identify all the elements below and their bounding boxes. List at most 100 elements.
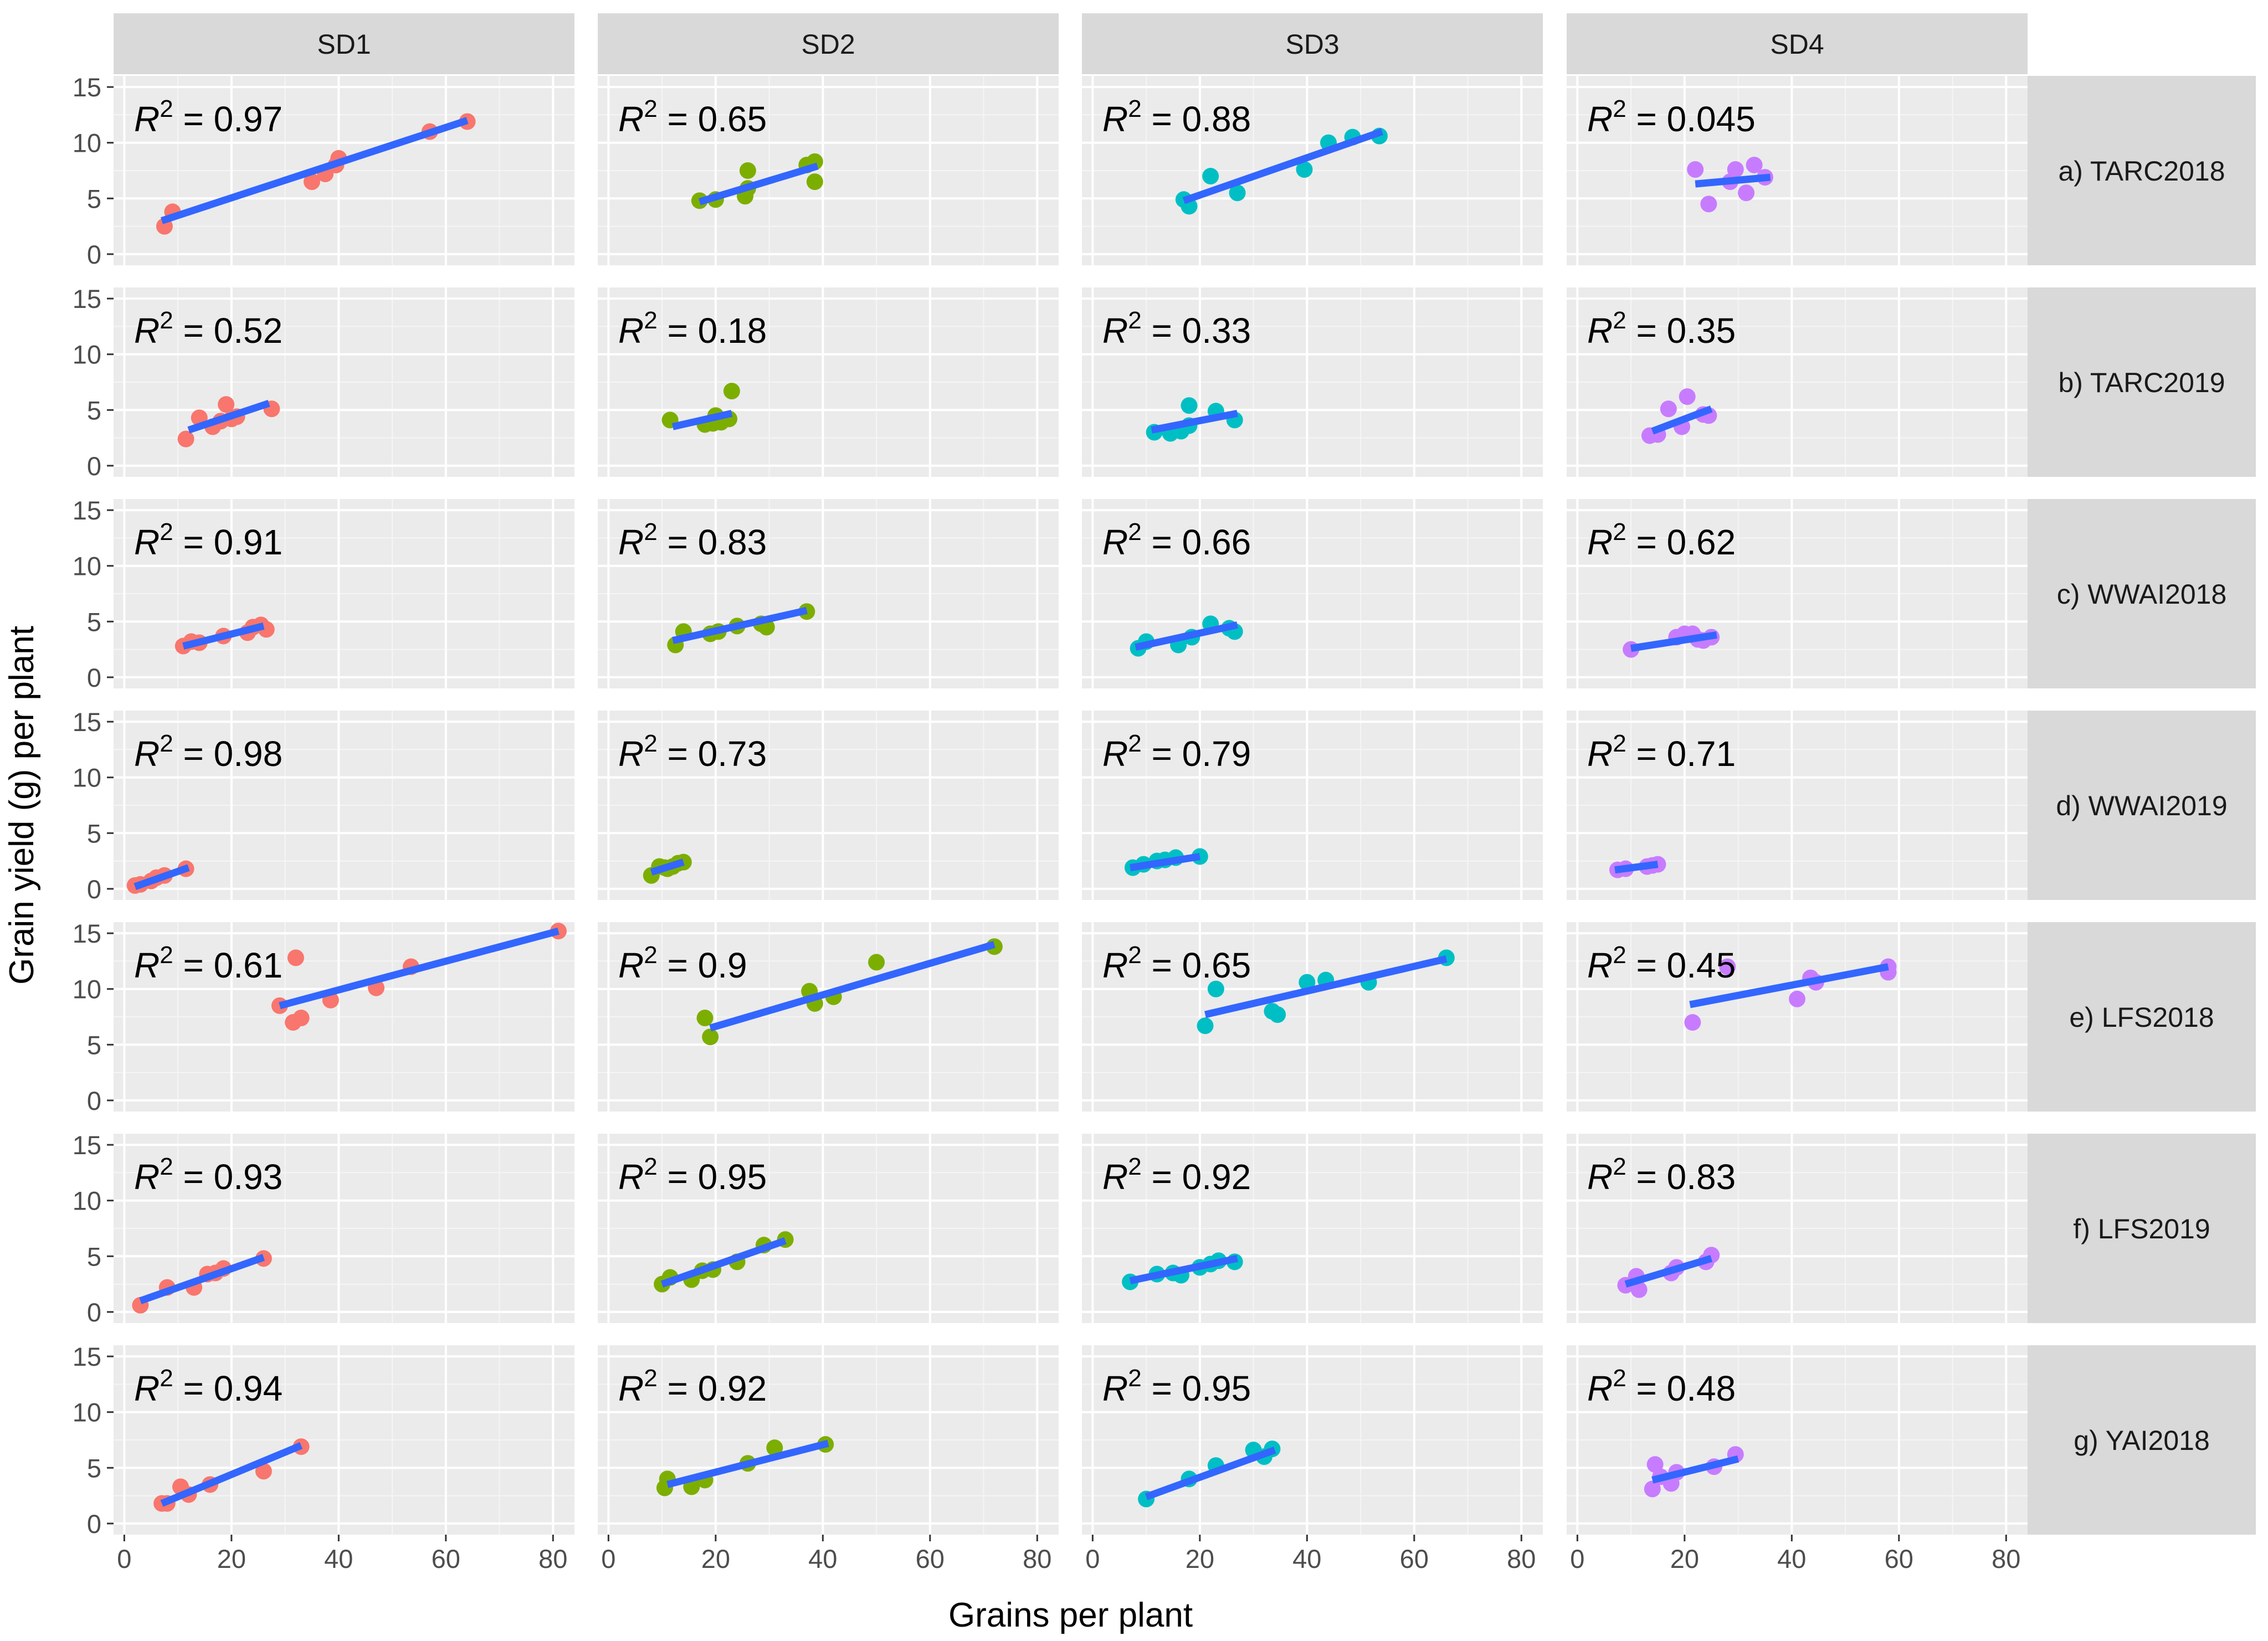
y-tick-label: 10	[73, 1186, 101, 1216]
data-point	[696, 1010, 714, 1027]
facet-panel: R2 = 0.95	[1082, 1345, 1543, 1535]
regression-line	[1182, 128, 1383, 204]
r-squared-label: R2 = 0.95	[1102, 1365, 1251, 1408]
facet-panel: R2 = 0.92	[598, 1345, 1059, 1535]
y-tick-label: 10	[73, 128, 101, 158]
regression-line	[709, 940, 996, 1032]
x-tick-label: 40	[1777, 1544, 1806, 1573]
facet-panel: R2 = 0.66	[1082, 499, 1543, 688]
data-point	[1644, 1480, 1661, 1498]
y-tick-label: 5	[87, 184, 101, 213]
facet-panel: R2 = 0.62	[1567, 499, 2028, 688]
regression-line	[672, 409, 733, 430]
x-tick-label: 0	[1085, 1544, 1100, 1573]
facet-panel: R2 = 0.79	[1082, 711, 1543, 900]
data-point	[1700, 196, 1717, 213]
x-tick-label: 40	[324, 1544, 353, 1573]
row-strip-label: a) TARC2018	[2058, 156, 2225, 187]
r-squared-label: R2 = 0.45	[1587, 942, 1736, 985]
regression-line	[161, 117, 469, 224]
row-strip	[2028, 499, 2256, 688]
x-tick-label: 80	[538, 1544, 567, 1573]
data-point	[868, 954, 885, 971]
r-squared-label: R2 = 0.65	[618, 95, 767, 139]
r-squared-label: R2 = 0.95	[618, 1153, 767, 1197]
row-strip-label: d) WWAI2019	[2056, 790, 2227, 821]
y-tick-label: 0	[87, 1509, 101, 1539]
r-squared-label: R2 = 0.97	[134, 95, 283, 139]
facet-panel: R2 = 0.97	[114, 76, 574, 265]
column-strip	[114, 13, 574, 74]
regression-line	[1651, 1455, 1740, 1484]
facet-panel: R2 = 0.48	[1567, 1345, 2028, 1535]
x-tick-label: 20	[1186, 1544, 1214, 1573]
r-squared-label: R2 = 0.92	[1102, 1153, 1251, 1197]
facet-panel: R2 = 0.93	[114, 1134, 574, 1323]
data-point	[287, 949, 304, 966]
x-tick-label: 20	[217, 1544, 246, 1573]
x-tick-label: 80	[1507, 1544, 1536, 1573]
data-point	[1296, 161, 1313, 178]
facet-panel: R2 = 0.91	[114, 499, 574, 688]
r-squared-label: R2 = 0.94	[134, 1365, 283, 1408]
row-strip	[2028, 1345, 2256, 1535]
facet-panel: R2 = 0.95	[598, 1134, 1059, 1323]
column-strip	[598, 13, 1059, 74]
r-squared-label: R2 = 0.83	[618, 518, 767, 562]
data-point	[1684, 1014, 1701, 1031]
r-squared-label: R2 = 0.66	[1102, 518, 1251, 562]
y-tick-label: 0	[87, 240, 101, 269]
y-tick-label: 0	[87, 874, 101, 904]
regression-line	[1651, 405, 1713, 435]
x-tick-label: 60	[1885, 1544, 1913, 1573]
column-strip-label: SD1	[317, 29, 371, 60]
data-point	[1746, 156, 1763, 173]
facet-panel: R2 = 0.98	[114, 711, 574, 900]
regression-line	[1204, 955, 1448, 1018]
data-point	[1727, 161, 1744, 178]
x-tick-label: 60	[916, 1544, 945, 1573]
regression-line	[672, 606, 808, 644]
x-tick-label: 80	[1992, 1544, 2020, 1573]
x-tick-label: 40	[808, 1544, 837, 1573]
regression-line	[139, 1254, 265, 1304]
x-tick-label: 60	[432, 1544, 460, 1573]
facet-panel: R2 = 0.18	[598, 287, 1059, 477]
row-strip	[2028, 76, 2256, 265]
data-point	[1660, 400, 1677, 418]
data-point	[177, 430, 194, 447]
row-strip	[2028, 711, 2256, 900]
facet-panel: R2 = 0.045	[1567, 76, 2028, 265]
x-tick-label: 20	[701, 1544, 730, 1573]
y-tick-label: 10	[73, 1398, 101, 1427]
regression-line	[1614, 861, 1659, 874]
facet-panel: R2 = 0.45	[1567, 922, 2028, 1112]
y-tick-label: 5	[87, 1453, 101, 1483]
r-squared-label: R2 = 0.73	[618, 730, 767, 774]
regression-line	[1695, 173, 1771, 188]
data-point	[1687, 161, 1704, 178]
facet-panel: R2 = 0.61	[114, 922, 574, 1112]
data-point	[1181, 397, 1198, 414]
y-tick-label: 5	[87, 1030, 101, 1059]
y-tick-label: 5	[87, 1242, 101, 1271]
r-squared-label: R2 = 0.79	[1102, 730, 1251, 774]
x-tick-label: 0	[1570, 1544, 1584, 1573]
column-strip-label: SD3	[1285, 29, 1339, 60]
row-strip-label: c) WWAI2018	[2057, 579, 2227, 610]
data-point	[739, 162, 756, 179]
regression-line	[187, 400, 270, 434]
y-tick-label: 5	[87, 819, 101, 848]
y-tick-label: 10	[73, 552, 101, 581]
row-strip	[2028, 1134, 2256, 1323]
y-tick-label: 0	[87, 663, 101, 692]
facet-panel: R2 = 0.9	[598, 922, 1059, 1112]
column-strip	[1567, 13, 2028, 74]
facet-panel: R2 = 0.33	[1082, 287, 1543, 477]
regression-line	[1630, 631, 1717, 652]
data-point	[218, 396, 235, 413]
regression-line	[1135, 621, 1238, 651]
data-point	[303, 173, 320, 191]
regression-line	[660, 1237, 787, 1288]
